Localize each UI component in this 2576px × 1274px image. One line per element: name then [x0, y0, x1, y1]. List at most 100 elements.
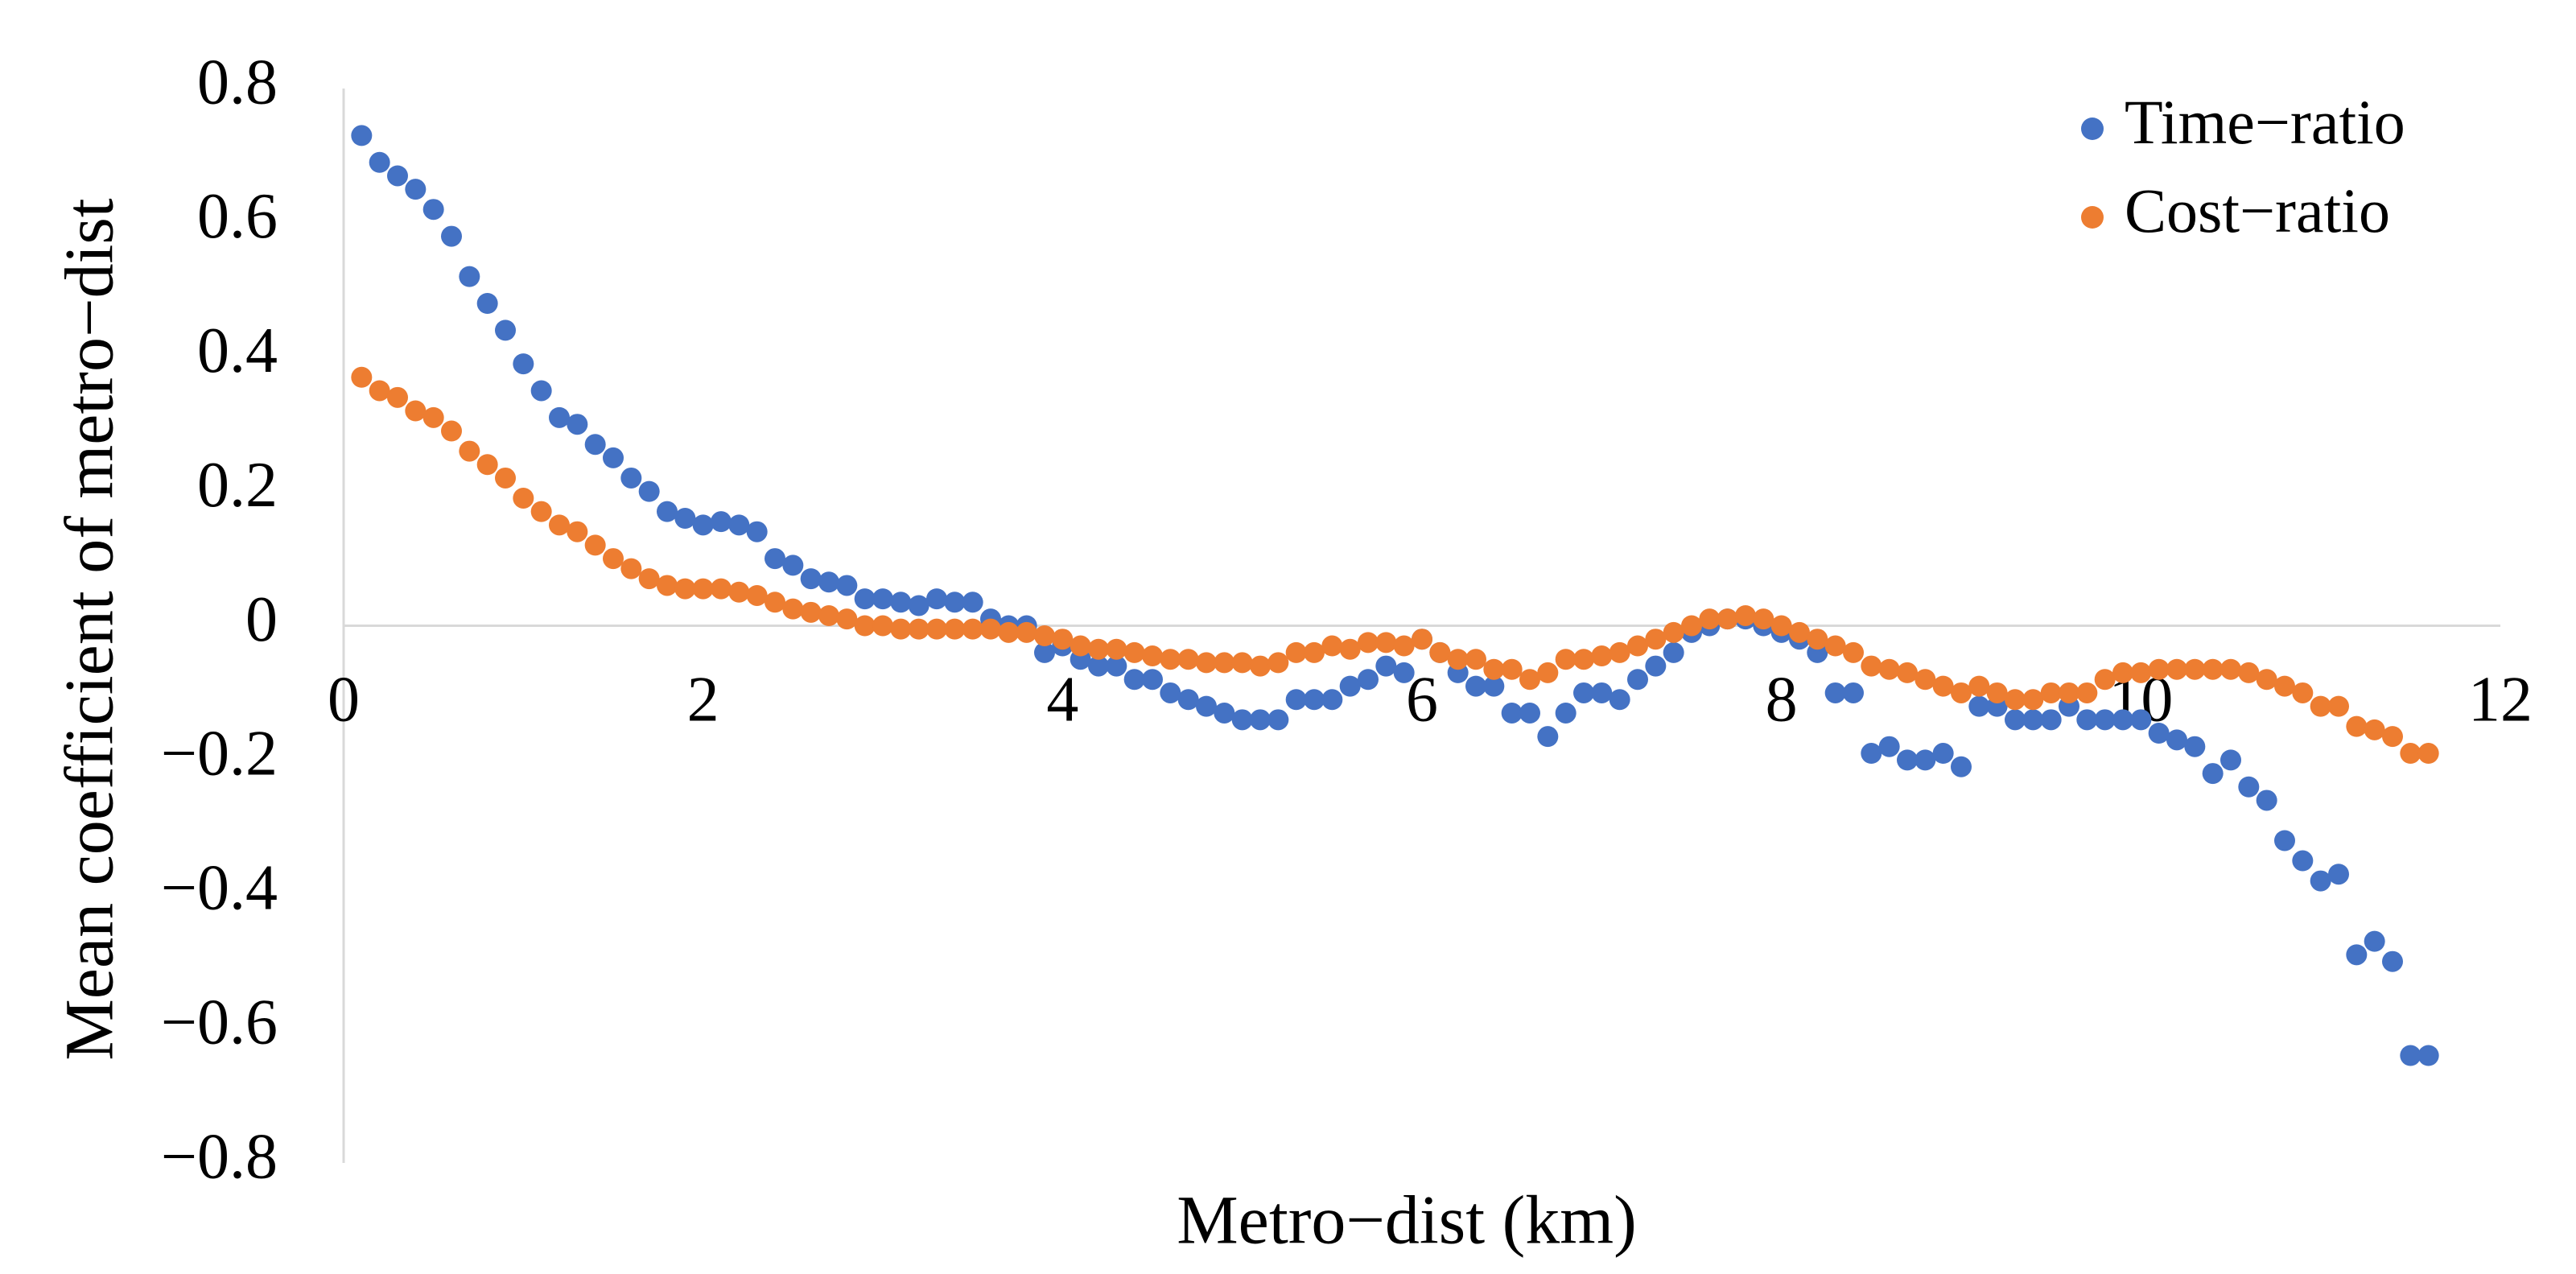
- data-point: [1285, 689, 1307, 711]
- data-point: [2256, 790, 2277, 811]
- data-point: [1339, 675, 1361, 697]
- data-point: [782, 555, 804, 576]
- data-point: [2256, 669, 2277, 691]
- data-point: [2346, 715, 2368, 737]
- data-point: [1789, 621, 1810, 643]
- data-point: [1375, 655, 1397, 677]
- data-point: [1861, 655, 1882, 677]
- data-point: [2059, 682, 2079, 703]
- data-point: [603, 447, 624, 468]
- data-point: [405, 179, 427, 200]
- data-point: [1591, 645, 1613, 667]
- data-point: [692, 514, 714, 536]
- data-point: [1914, 669, 1936, 691]
- data-point: [1824, 635, 1846, 657]
- data-point: [2112, 709, 2133, 731]
- data-point: [1106, 638, 1127, 660]
- data-point: [1196, 695, 1217, 717]
- data-point: [2202, 763, 2224, 785]
- data-point: [1412, 629, 1432, 650]
- data-point: [1878, 658, 1900, 680]
- data-point: [2364, 719, 2385, 740]
- data-point: [1897, 749, 1918, 771]
- data-point: [387, 165, 408, 187]
- data-point: [1951, 756, 1972, 777]
- data-point: [1861, 743, 1882, 765]
- data-point: [800, 601, 822, 623]
- data-point: [1591, 682, 1613, 703]
- data-point: [2346, 944, 2368, 966]
- data-point: [387, 386, 408, 408]
- data-point: [2076, 709, 2098, 731]
- data-point: [1267, 709, 1289, 731]
- y-tick-label: 0: [245, 584, 278, 655]
- data-point: [728, 514, 750, 536]
- data-point: [711, 511, 732, 533]
- data-point: [1375, 632, 1397, 653]
- y-tick-label: 0.2: [197, 450, 278, 521]
- data-point: [1807, 629, 1828, 650]
- data-point: [818, 604, 839, 626]
- data-point: [422, 199, 444, 221]
- data-point: [2292, 682, 2314, 703]
- data-point: [1537, 662, 1559, 683]
- data-point: [998, 621, 1020, 643]
- data-point: [2417, 1045, 2439, 1066]
- data-point: [1142, 669, 1163, 691]
- data-point: [1519, 702, 1540, 724]
- data-point: [620, 558, 642, 579]
- data-point: [1555, 649, 1577, 670]
- data-point: [2328, 864, 2349, 885]
- data-point: [1465, 649, 1486, 670]
- data-point: [1177, 649, 1199, 670]
- data-point: [2310, 695, 2331, 717]
- data-point: [1501, 702, 1523, 724]
- data-point: [584, 434, 606, 456]
- x-tick-label: 12: [2468, 665, 2533, 736]
- data-point: [1177, 689, 1199, 711]
- data-point: [1447, 649, 1469, 670]
- y-tick-label: −0.4: [161, 853, 278, 924]
- data-point: [1717, 608, 1738, 630]
- y-tick-label: −0.8: [161, 1121, 278, 1192]
- data-point: [1088, 655, 1109, 677]
- data-point: [1483, 675, 1505, 697]
- data-point: [1358, 632, 1379, 653]
- data-point: [854, 615, 876, 637]
- data-point: [369, 380, 390, 402]
- data-point: [782, 598, 804, 620]
- data-point: [2094, 669, 2116, 691]
- data-point: [1393, 635, 1415, 657]
- data-point: [1321, 635, 1343, 657]
- data-point: [1663, 621, 1684, 643]
- data-point: [926, 618, 947, 640]
- data-point: [441, 420, 462, 442]
- data-point: [1052, 629, 1074, 650]
- data-point: [2328, 695, 2349, 717]
- data-point: [2148, 723, 2170, 744]
- data-point: [1609, 689, 1630, 711]
- data-point: [476, 454, 498, 476]
- data-point: [1160, 682, 1181, 703]
- legend-marker: [2081, 118, 2104, 140]
- data-point: [351, 366, 373, 388]
- data-point: [2382, 950, 2403, 972]
- legend: Time−ratio Cost−ratio: [2081, 87, 2405, 245]
- data-point: [1537, 726, 1559, 748]
- y-tick-label: −0.2: [161, 719, 278, 790]
- data-point: [836, 575, 858, 596]
- data-point: [567, 414, 588, 435]
- x-tick-label: 4: [1046, 665, 1078, 736]
- data-point: [1645, 629, 1667, 650]
- data-point: [1160, 649, 1181, 670]
- data-point: [1573, 682, 1594, 703]
- axes: 0.80.60.40.20−0.2−0.4−0.6−0.80 2 4 6 8 10 12: [161, 47, 2533, 1192]
- data-point: [2364, 930, 2385, 952]
- data-point: [692, 578, 714, 600]
- data-point: [2238, 662, 2260, 683]
- data-point: [422, 406, 444, 428]
- data-point: [674, 508, 696, 529]
- data-point: [1142, 645, 1163, 667]
- data-point: [1951, 682, 1972, 703]
- data-point: [2310, 870, 2331, 892]
